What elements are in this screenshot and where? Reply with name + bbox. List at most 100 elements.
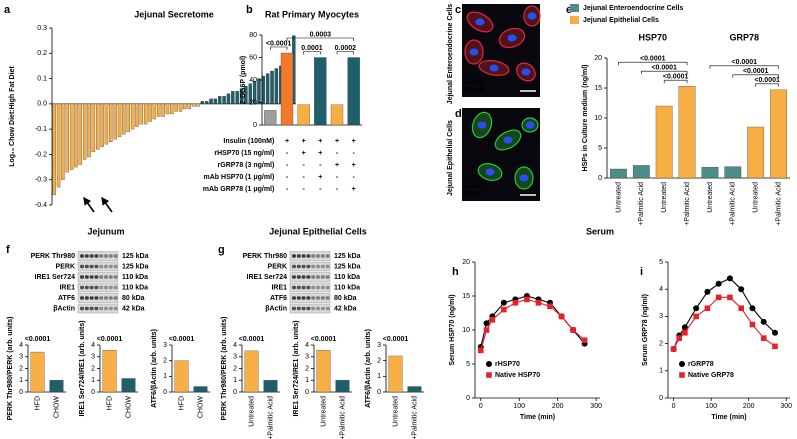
x-tick-label: HFD: [178, 396, 185, 410]
treatment-label: mAb GRP78 (1 μg/ml): [203, 186, 275, 193]
point: [715, 294, 722, 301]
blot-protein: PERK: [268, 263, 287, 270]
blot-size: 80 kDa: [122, 295, 145, 302]
y-tick-label: 20: [249, 99, 257, 106]
point: [715, 280, 722, 287]
blot-band: [296, 306, 301, 311]
blot-band: [94, 296, 99, 300]
blot-band: [94, 275, 99, 279]
bar: [264, 110, 277, 126]
legend-marker: [486, 361, 492, 367]
series-line: [480, 295, 586, 348]
point: [558, 313, 565, 320]
blot-band: [292, 296, 296, 300]
bar: [193, 386, 208, 393]
blot-band: [301, 296, 306, 300]
bar: [335, 380, 350, 393]
x-tick-label: 300: [590, 403, 602, 410]
y-tick-label: 20: [594, 55, 602, 62]
y-tick-label: 4: [305, 342, 309, 349]
blot-band: [306, 254, 311, 258]
p-value: <0.0001: [97, 336, 123, 343]
y-tick-label: 1: [659, 368, 663, 375]
y-axis-label: Serum HSP70 (ng/ml): [449, 294, 456, 365]
y-tick-label: 1: [377, 373, 381, 380]
bar: [200, 101, 205, 105]
blot-band: [320, 275, 325, 279]
blot-band: [89, 254, 94, 258]
bar: [235, 91, 239, 105]
panel-letter: b: [246, 4, 253, 16]
y-tick-label: 2: [19, 365, 23, 372]
p-value: 0.0002: [335, 45, 357, 52]
y-axis-label: IRE1 Ser724/IRE1 (arb. units): [79, 320, 86, 416]
p-value: <0.0001: [311, 336, 337, 343]
x-tick-label: +Palmitic Acid: [730, 182, 737, 226]
bracket: [303, 51, 321, 55]
blot-band: [89, 285, 94, 290]
bar: [102, 350, 117, 393]
nucleus: [525, 121, 535, 129]
x-tick-label: Untreated: [615, 182, 622, 213]
bar: [183, 103, 187, 110]
blot-band: [325, 296, 330, 300]
y-tick-label: 0: [19, 389, 23, 396]
nucleus: [503, 136, 513, 144]
p-value: <0.0001: [25, 336, 51, 343]
blot-band: [320, 306, 325, 311]
p-value: <0.0001: [754, 77, 780, 84]
bracket: [270, 46, 288, 50]
blot-band: [99, 296, 104, 300]
blot-band: [84, 254, 89, 258]
blot-protein: PERK: [56, 263, 75, 270]
y-axis-label: PERK Thr980/PERK (arb. units): [7, 317, 14, 421]
x-tick-label: 0: [479, 403, 483, 410]
blot-band: [94, 285, 99, 290]
x-tick-label: Untreated: [320, 396, 327, 427]
treatment-mark: -: [336, 174, 339, 181]
bar: [113, 103, 117, 140]
y-tick-label: 60: [249, 54, 257, 61]
x-tick-label: HFD: [106, 396, 113, 410]
treatment-mark: +: [352, 162, 356, 169]
treatment-label: rGRP78 (3 ng/ml): [218, 162, 275, 169]
y-tick-label: 0: [305, 389, 309, 396]
y-tick-label: 2: [305, 365, 309, 372]
treatment-mark: -: [286, 150, 289, 157]
chart-title: Jejunal Secretome: [134, 9, 214, 19]
y-tick-label: 0.0: [37, 101, 47, 108]
p-value: <0.0001: [169, 336, 195, 343]
treatment-mark: +: [318, 150, 322, 157]
blot-size: 80 kDa: [334, 295, 357, 302]
panel-letter: h: [452, 266, 459, 278]
y-tick-label: -0.2: [35, 151, 47, 158]
bar: [257, 78, 261, 105]
bar: [74, 103, 78, 168]
p-value: <0.0001: [651, 65, 677, 72]
point: [524, 296, 530, 303]
blot-band: [89, 275, 94, 279]
blot-band: [113, 254, 118, 258]
blot-band: [325, 254, 330, 258]
bar: [187, 103, 191, 110]
p-value: 0.0001: [301, 45, 323, 52]
stain-label: CLD4: [465, 87, 483, 94]
y-tick-label: 15: [594, 85, 602, 92]
y-tick-label: 5: [598, 145, 602, 152]
x-tick-label: +Palmitic Acid: [339, 396, 346, 439]
bar: [218, 96, 222, 105]
blot-protein: PERK Thr980: [243, 253, 287, 260]
blot-band: [325, 264, 330, 269]
point: [570, 327, 576, 333]
y-tick-label: 2: [233, 365, 237, 372]
bracket: [755, 83, 779, 87]
blot-band: [99, 275, 104, 279]
x-tick-label: CHOW: [53, 396, 60, 419]
bar: [209, 98, 213, 105]
y-tick-label: -0.3: [35, 177, 47, 184]
point: [501, 306, 507, 313]
blot-band: [104, 254, 108, 258]
p-value: <0.0001: [743, 68, 769, 75]
bar: [126, 103, 130, 132]
point: [726, 275, 733, 282]
